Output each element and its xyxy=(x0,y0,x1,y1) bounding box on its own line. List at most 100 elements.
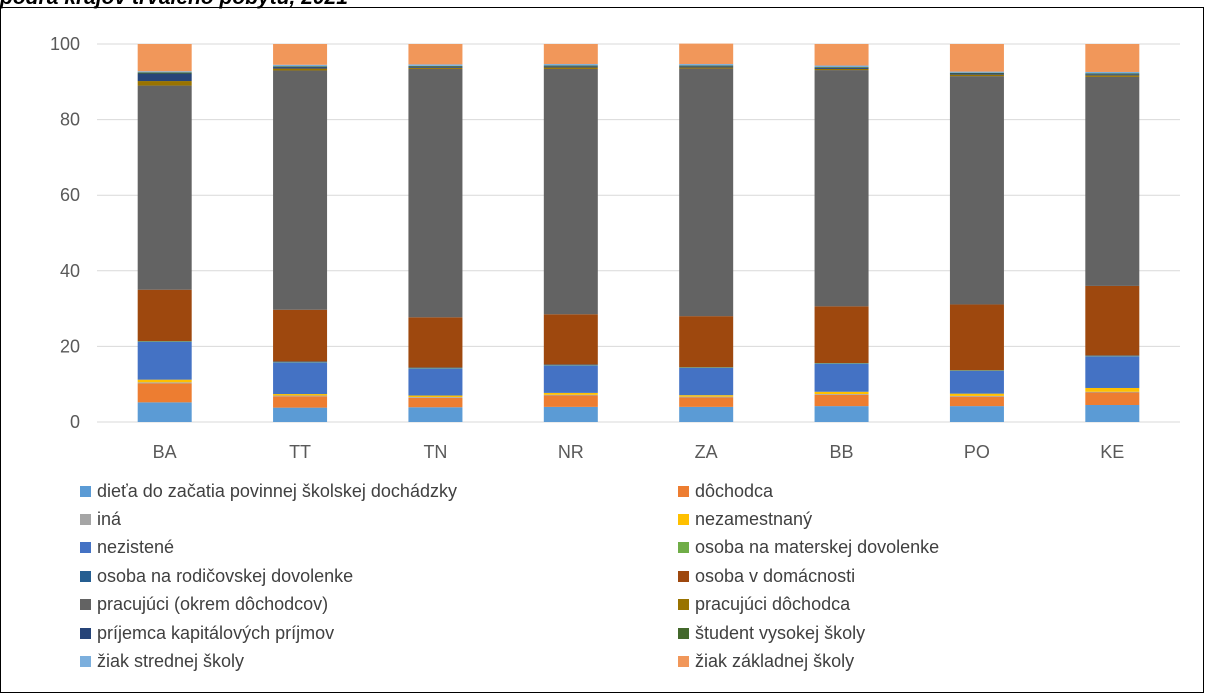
bar-segment xyxy=(814,406,869,422)
bar-segment xyxy=(273,395,328,397)
bar-segment xyxy=(408,44,463,65)
bar-segment xyxy=(1085,391,1140,393)
bar-segment xyxy=(543,68,598,315)
bar-segment xyxy=(814,70,869,307)
bar-segment xyxy=(273,70,328,310)
legend-item: príjemca kapitálových príjmov xyxy=(80,619,334,647)
y-tick-label: 0 xyxy=(70,412,80,432)
x-tick-label: KE xyxy=(1100,442,1124,462)
bar-segment xyxy=(543,65,598,67)
legend-label: žiak základnej školy xyxy=(695,650,855,671)
bar-segment xyxy=(273,67,328,69)
bar-segment xyxy=(949,393,1004,396)
legend-swatch xyxy=(678,627,689,639)
bar-segment xyxy=(408,395,463,398)
legend-item: pracujúci (okrem dôchodcov) xyxy=(80,591,328,619)
bar-segment xyxy=(949,71,1004,73)
bar-segment xyxy=(543,406,598,422)
bar-segment xyxy=(273,394,328,396)
bar-segment xyxy=(137,44,192,72)
bar-segment xyxy=(273,396,328,408)
bar-segment xyxy=(679,68,734,317)
bar-segment xyxy=(949,370,1004,394)
bar-segment xyxy=(814,306,869,364)
legend-label: žiak strednej školy xyxy=(97,650,245,671)
bar-segment xyxy=(679,316,734,368)
legend-label: osoba na rodičovskej dovolenke xyxy=(97,565,354,586)
bar-segment xyxy=(408,397,463,408)
bar-segment xyxy=(679,396,734,398)
bar-segment xyxy=(1085,44,1140,72)
x-tick-label: TT xyxy=(289,442,311,462)
x-tick-label: ZA xyxy=(695,442,718,462)
bar-segment xyxy=(137,289,192,342)
bar-segment xyxy=(543,66,598,68)
bar-segment xyxy=(949,304,1004,371)
legend-swatch xyxy=(80,485,91,497)
legend-item: dieťa do začatia povinnej školskej dochá… xyxy=(80,477,457,505)
x-tick-label: PO xyxy=(964,442,990,462)
legend-swatch xyxy=(678,599,689,611)
chart-title: podľa krajov trvalého pobytu, 2021 xyxy=(0,0,348,9)
legend-swatch xyxy=(80,542,91,554)
legend-item: žiak strednej školy xyxy=(80,647,244,675)
legend-swatch xyxy=(80,627,91,639)
bar-segment xyxy=(679,65,734,67)
stacked-bar-chart: 0 20 40 60 80 100 BA TT TN NR ZA BB PO KE xyxy=(50,34,1180,462)
legend-label: nezamestnaný xyxy=(695,508,813,529)
bar-segment xyxy=(1085,404,1140,422)
bar-segment xyxy=(543,314,598,365)
bar-segment xyxy=(1085,73,1140,75)
legend-swatch xyxy=(678,570,689,582)
legend-item: žiak základnej školy xyxy=(678,647,854,675)
legend-item: dôchodca xyxy=(678,477,773,505)
bar-segment xyxy=(543,392,598,395)
bar-segment xyxy=(814,391,869,395)
legend-label: príjemca kapitálových príjmov xyxy=(97,622,335,643)
bar-segment xyxy=(137,341,192,380)
bar-segment xyxy=(273,309,328,362)
legend-label: dôchodca xyxy=(695,480,774,501)
bar-segment xyxy=(273,362,328,395)
bar-segment xyxy=(543,395,598,407)
legend-item: nezistené xyxy=(80,534,174,562)
y-tick-label: 40 xyxy=(60,261,80,281)
bar-segment xyxy=(543,394,598,396)
bar-segment xyxy=(408,65,463,67)
bar-segment xyxy=(137,402,192,422)
legend-swatch xyxy=(80,599,91,611)
bar-segment xyxy=(273,64,328,67)
bar-segment xyxy=(814,67,869,68)
bar-segment xyxy=(1085,285,1140,356)
bar-segment xyxy=(408,64,463,66)
legend-item: osoba v domácnosti xyxy=(678,562,855,590)
legend-label: pracujúci (okrem dôchodcov) xyxy=(97,594,329,615)
bar-segment xyxy=(1085,392,1140,405)
bar-segment xyxy=(949,74,1004,77)
legend-swatch xyxy=(80,513,91,525)
legend-swatch xyxy=(678,542,689,554)
bar-segment xyxy=(408,68,463,318)
legend-item: pracujúci dôchodca xyxy=(678,591,850,619)
bar-segment xyxy=(949,406,1004,422)
bar-segment xyxy=(273,44,328,65)
bar-segment xyxy=(273,66,328,68)
bar-segment xyxy=(814,363,869,392)
bar-segment xyxy=(814,67,869,69)
x-tick-label: TN xyxy=(423,442,447,462)
bar-segment xyxy=(1085,74,1140,76)
bar-segment xyxy=(408,66,463,68)
legend-item: osoba na materskej dovolenke xyxy=(678,534,939,562)
bar-segment xyxy=(408,407,463,422)
bar-segment xyxy=(408,397,463,398)
bar-segment xyxy=(949,44,1004,72)
bar-segment xyxy=(814,44,869,66)
y-tick-label: 100 xyxy=(50,34,80,54)
legend-label: študent vysokej školy xyxy=(695,622,866,643)
legend-label: osoba v domácnosti xyxy=(695,565,856,586)
bar-segment xyxy=(137,382,192,384)
bar-segment xyxy=(137,71,192,73)
x-tick-label: BA xyxy=(153,442,177,462)
bar-segment xyxy=(543,365,598,393)
legend-label: dieťa do začatia povinnej školskej dochá… xyxy=(97,480,457,501)
